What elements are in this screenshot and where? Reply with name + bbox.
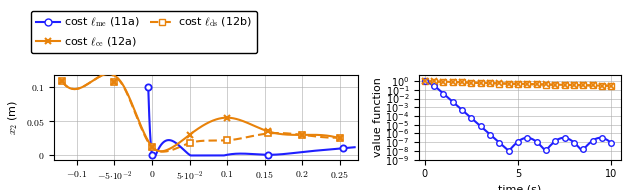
- Y-axis label: value function: value function: [372, 77, 383, 157]
- Y-axis label: $x_2$ (m): $x_2$ (m): [6, 100, 20, 135]
- X-axis label: time (s): time (s): [499, 185, 541, 190]
- X-axis label: $x_1$ (m): $x_1$ (m): [189, 188, 224, 190]
- Legend: cost $\ell_{\mathrm{me}}$ (11a), cost $\ell_{\mathrm{ce}}$ (12a), cost $\ell_{\m: cost $\ell_{\mathrm{me}}$ (11a), cost $\…: [31, 11, 257, 53]
